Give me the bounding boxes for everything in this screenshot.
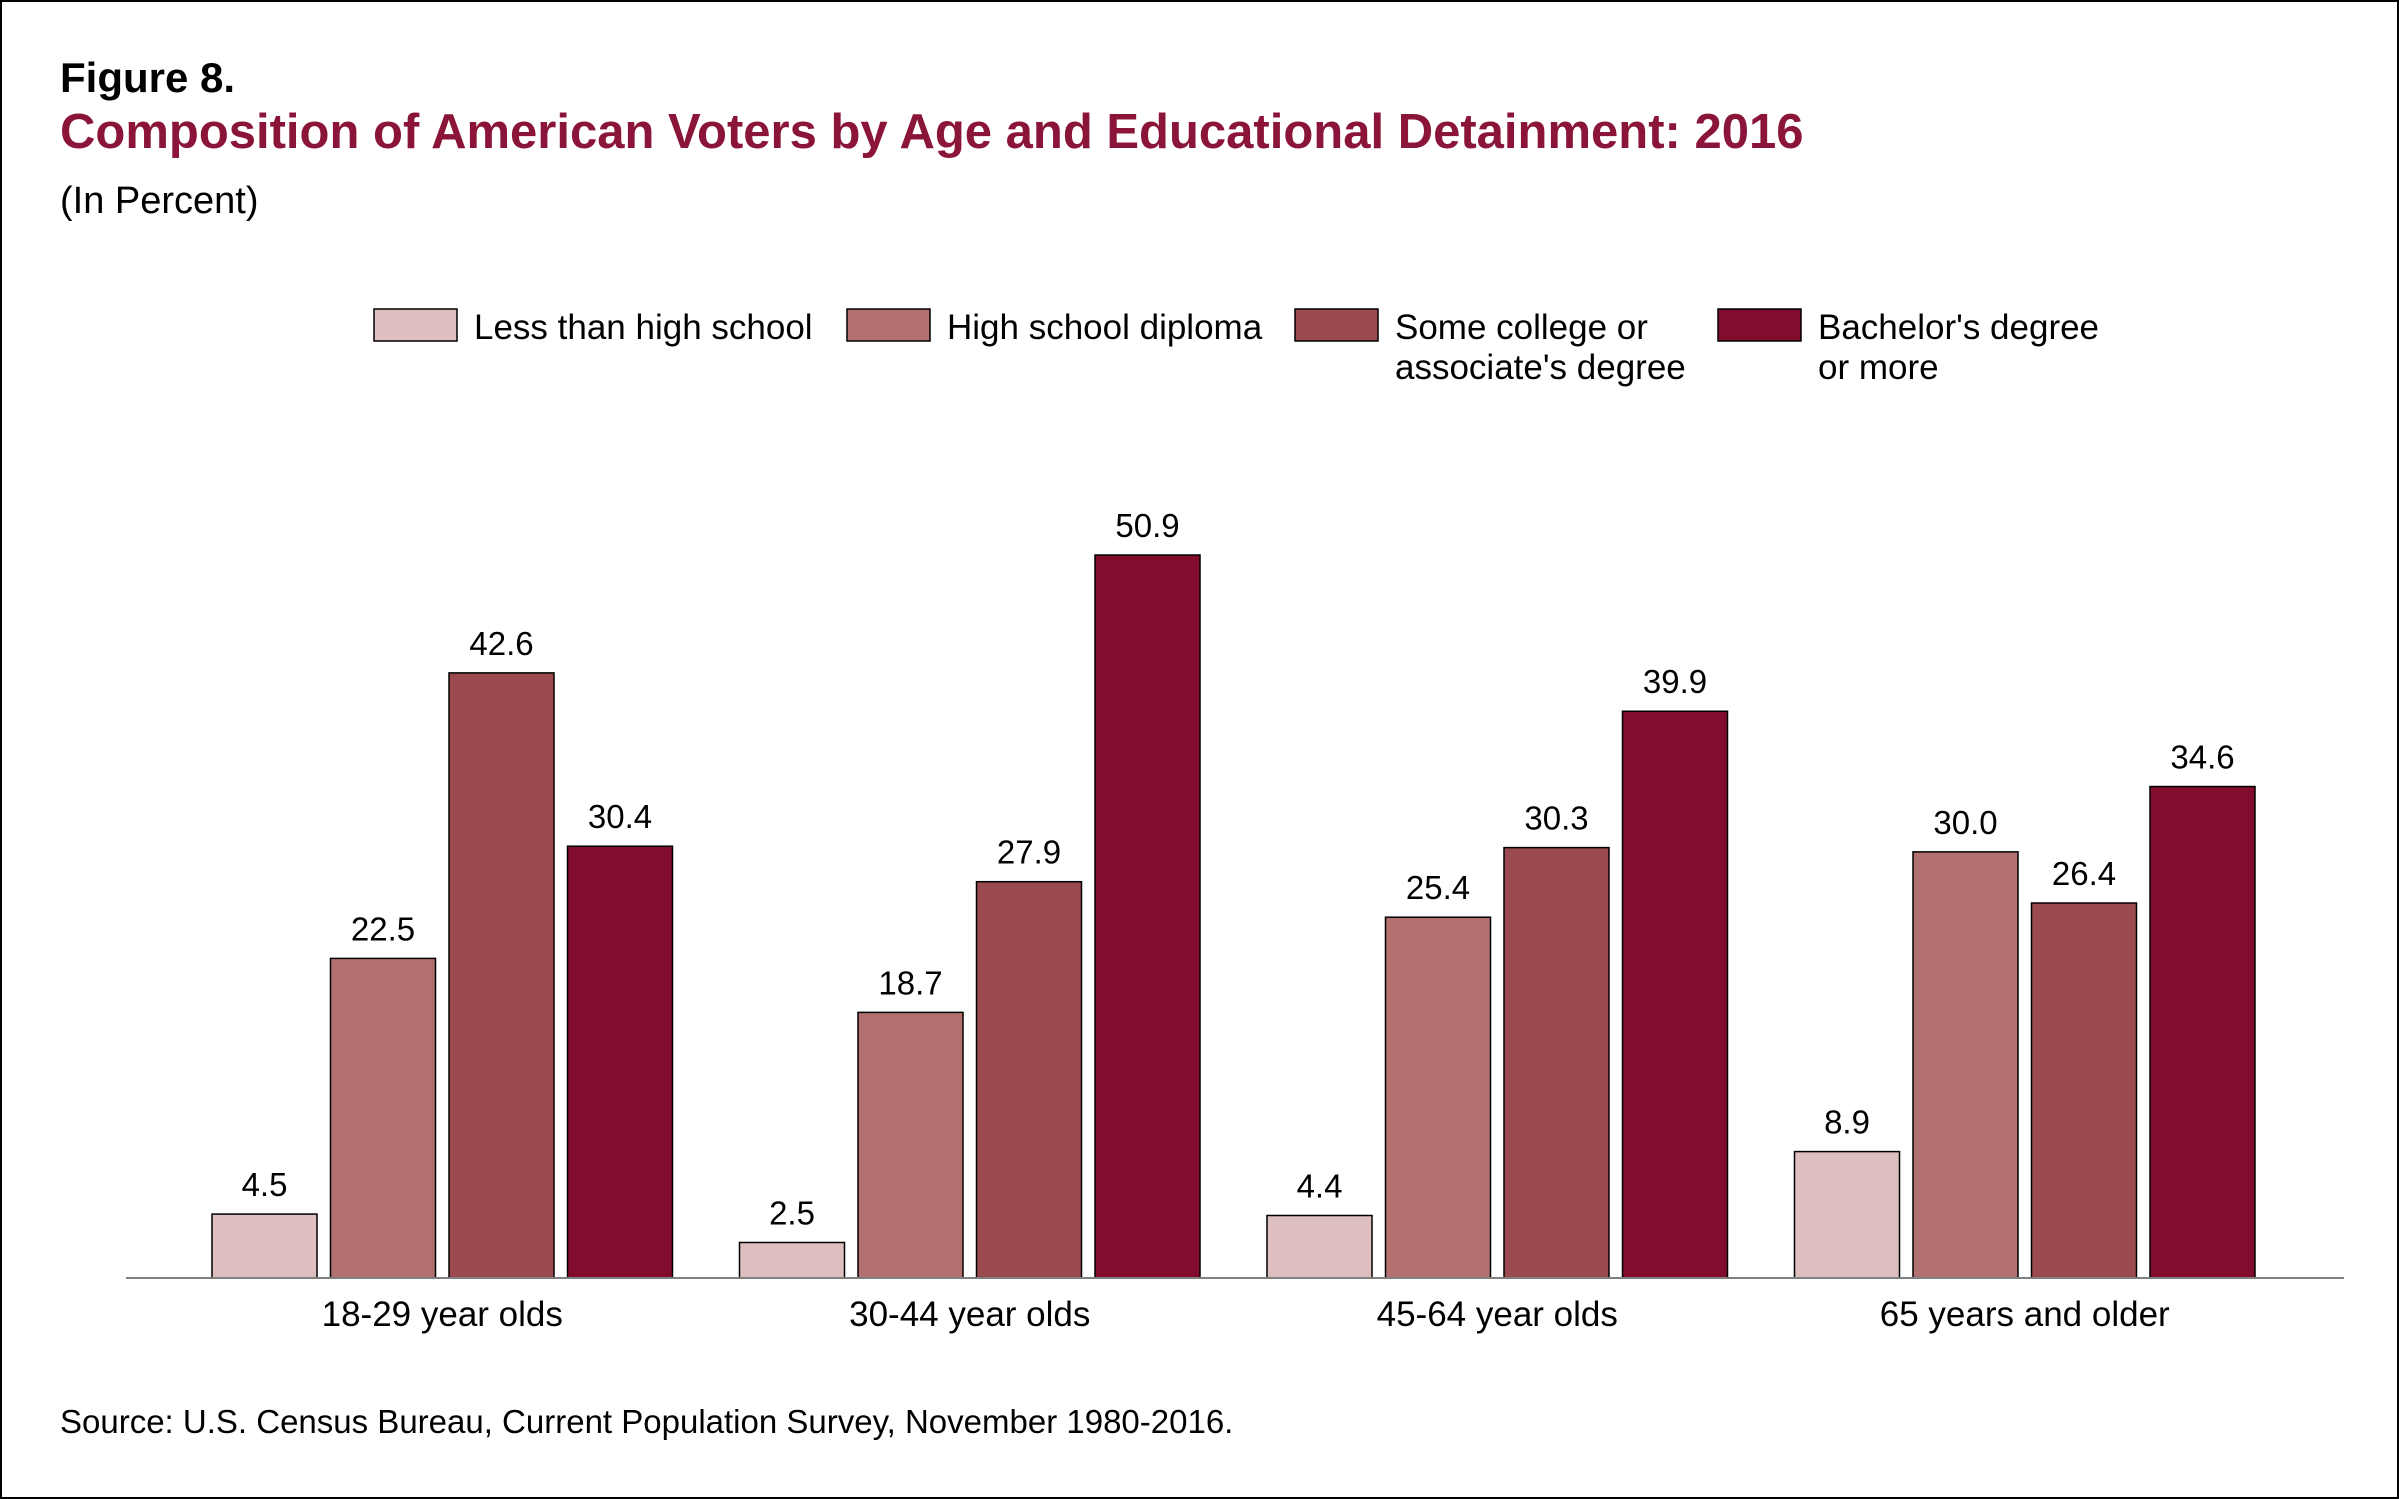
- bar: [1621, 710, 1729, 1279]
- bar-value-label: 27.9: [997, 834, 1061, 871]
- bar-groups: 4.5 22.5 42.6 30.4 2.5 18.7 27.9 50.9 4.4 25.4 30.…: [211, 507, 2256, 1279]
- x-tick-label: 18-29 year olds: [322, 1295, 563, 1334]
- bar-value-label: 34.6: [2170, 739, 2234, 776]
- legend-label: or more: [1818, 348, 1939, 387]
- chart-title: Composition of American Voters by Age an…: [60, 105, 1804, 159]
- bar-value-label: 30.3: [1524, 800, 1588, 837]
- bar: [975, 880, 1083, 1279]
- bar-group: 2.5 18.7 27.9 50.9: [738, 507, 1201, 1279]
- bar-value-label: 39.9: [1643, 663, 1707, 700]
- legend-label: High school diploma: [947, 308, 1263, 347]
- x-tick-label: 65 years and older: [1880, 1295, 2170, 1334]
- bar: [1266, 1214, 1373, 1279]
- bar: [2030, 902, 2138, 1279]
- bar-value-label: 22.5: [351, 910, 415, 947]
- bar: [738, 1241, 846, 1279]
- bar: [1793, 1150, 1901, 1279]
- bar: [857, 1011, 964, 1279]
- bar-value-label: 42.6: [469, 625, 533, 662]
- bar: [1912, 851, 2019, 1279]
- bar-value-label: 2.5: [769, 1194, 815, 1231]
- bar-value-label: 18.7: [878, 964, 942, 1001]
- bar-group: 4.5 22.5 42.6 30.4: [211, 625, 674, 1279]
- legend-swatch: [1717, 308, 1802, 342]
- x-tick-label: 45-64 year olds: [1377, 1295, 1618, 1334]
- bar-value-label: 8.9: [1824, 1104, 1870, 1141]
- bar-group: 8.9 30.0 26.4 34.6: [1793, 739, 2256, 1279]
- legend-item: High school diploma: [846, 308, 1263, 347]
- bar-value-label: 25.4: [1406, 869, 1470, 906]
- source-note: Source: U.S. Census Bureau, Current Popu…: [60, 1403, 1234, 1440]
- bar: [1503, 846, 1610, 1279]
- bar-value-label: 4.4: [1297, 1168, 1343, 1205]
- bar: [2149, 785, 2256, 1279]
- legend-swatch: [846, 308, 931, 342]
- legend-swatch: [1294, 308, 1379, 342]
- legend-label: associate's degree: [1395, 348, 1686, 387]
- bar-value-label: 50.9: [1115, 507, 1179, 544]
- bar: [566, 845, 674, 1279]
- legend-label: Some college or: [1395, 308, 1648, 347]
- figure-number: Figure 8.: [60, 54, 236, 101]
- bar-value-label: 4.5: [242, 1166, 288, 1203]
- bar-group: 4.4 25.4 30.3 39.9: [1266, 663, 1729, 1279]
- bar-value-label: 30.4: [588, 798, 652, 835]
- bar-value-label: 30.0: [1933, 804, 1997, 841]
- bar: [329, 957, 437, 1279]
- legend-label: Bachelor's degree: [1818, 308, 2099, 347]
- x-axis-tick-labels: 18-29 year olds 30-44 year olds 45-64 year…: [322, 1295, 2170, 1334]
- legend-item: Less than high school: [373, 308, 813, 347]
- x-tick-label: 30-44 year olds: [849, 1295, 1090, 1334]
- chart-legend: Less than high school High school diploma…: [373, 308, 2099, 387]
- bar-value-label: 26.4: [2052, 855, 2116, 892]
- bar: [1384, 916, 1492, 1279]
- bar: [211, 1213, 318, 1279]
- legend-label: Less than high school: [474, 308, 813, 347]
- legend-swatch: [373, 308, 458, 342]
- chart-subtitle: (In Percent): [60, 180, 259, 222]
- bar: [448, 672, 555, 1279]
- bar: [1094, 554, 1201, 1279]
